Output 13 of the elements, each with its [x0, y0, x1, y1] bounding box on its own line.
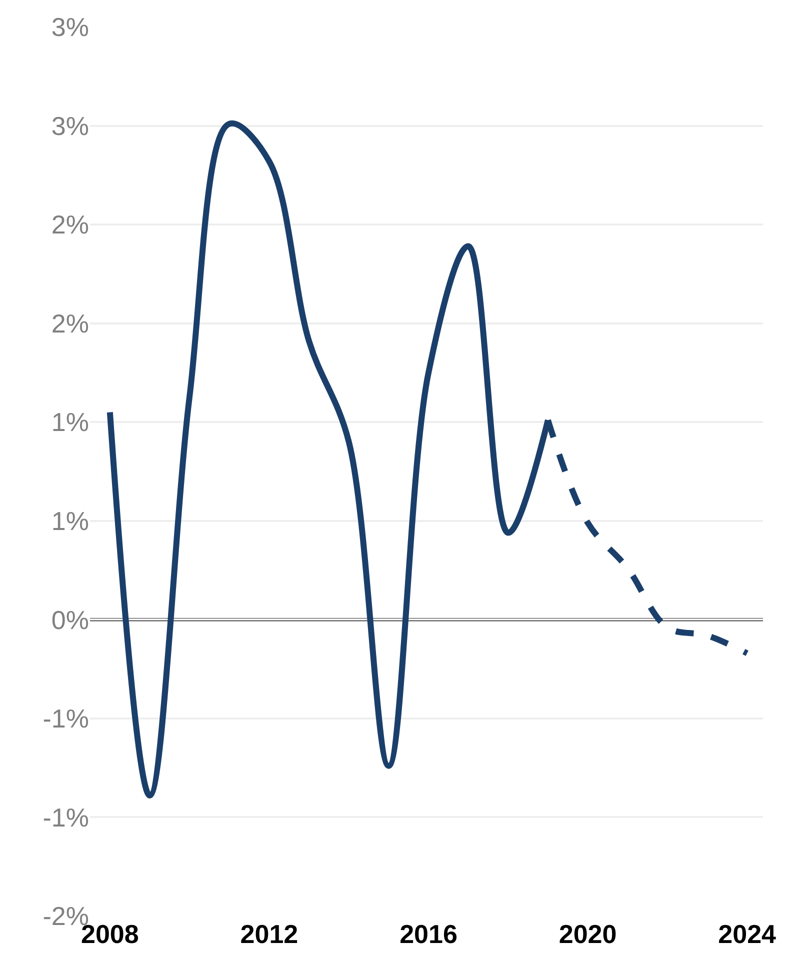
y-tick-label: 2%: [51, 308, 89, 338]
y-tick-label: 3%: [51, 110, 89, 141]
x-tick-label: 2020: [558, 919, 617, 949]
y-tick-label: -1%: [42, 704, 89, 734]
x-tick-label: 2024: [718, 919, 777, 949]
y-tick-label: 1%: [51, 506, 89, 536]
x-tick-label: 2012: [240, 919, 298, 949]
y-tick-label: -1%: [42, 802, 89, 832]
x-tick-label: 2016: [400, 919, 458, 949]
y-tick-label: 1%: [51, 407, 89, 438]
y-tick-label: 2%: [51, 210, 89, 240]
y-tick-label: 0%: [51, 604, 89, 635]
y-tick-label: 3%: [51, 12, 89, 42]
